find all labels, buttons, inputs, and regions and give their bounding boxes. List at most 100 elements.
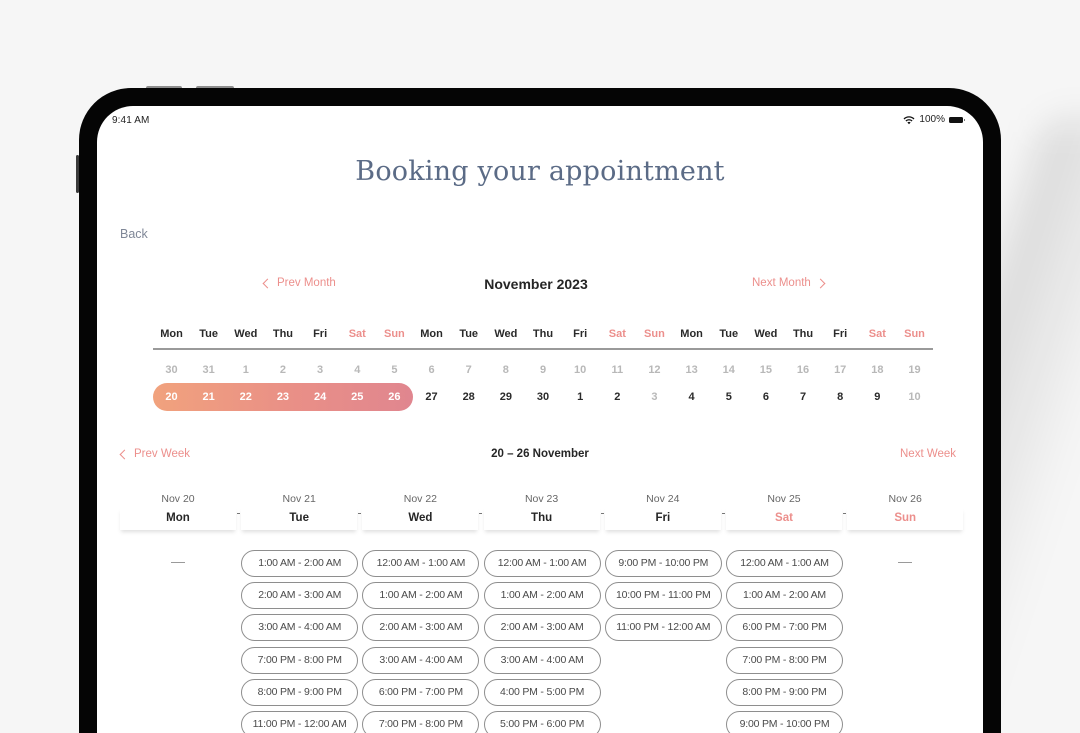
time-slot-button[interactable]: 1:00 AM - 2:00 AM (362, 582, 480, 610)
calendar-day-selected[interactable]: 24 (313, 391, 327, 403)
calendar-day[interactable]: 14 (722, 364, 735, 376)
calendar-day[interactable]: 17 (834, 364, 847, 376)
column-separator (237, 513, 240, 514)
time-slot-button[interactable]: 1:00 AM - 2:00 AM (726, 582, 843, 610)
calendar-day-selected[interactable]: 26 (388, 391, 401, 403)
calendar-day[interactable]: 7 (465, 364, 472, 376)
day-name-label: Thu (531, 512, 553, 524)
next-week-button[interactable]: Next Week (900, 448, 956, 460)
calendar-day[interactable]: 19 (908, 364, 921, 376)
weekday-label: Sun (644, 328, 665, 340)
column-separator (843, 513, 846, 514)
calendar-day[interactable]: 16 (796, 364, 810, 376)
calendar-day[interactable]: 5 (725, 391, 732, 403)
calendar-day[interactable]: 7 (799, 391, 807, 403)
next-month-button[interactable]: Next Month (752, 277, 826, 289)
next-week-label: Next Week (900, 448, 957, 460)
time-slot-button[interactable]: 7:00 PM - 8:00 PM (362, 711, 480, 733)
week-navigation: Prev Week 20 – 26 November Next Week (97, 447, 983, 463)
time-slot-button[interactable]: 8:00 PM - 9:00 PM (241, 678, 359, 706)
day-card[interactable]: Wed (362, 508, 479, 530)
day-card[interactable]: Sun (847, 508, 964, 530)
time-slot-button[interactable]: 7:00 PM - 8:00 PM (726, 646, 843, 674)
calendar-day[interactable]: 1 (242, 364, 249, 376)
current-month-label: November 2023 (484, 276, 588, 292)
calendar-day[interactable]: 11 (611, 364, 624, 376)
calendar-day[interactable]: 3 (651, 391, 658, 403)
day-column-header: Nov 23 Thu (483, 493, 600, 533)
time-slot-button[interactable]: 6:00 PM - 7:00 PM (726, 614, 843, 642)
day-card[interactable]: Mon (120, 508, 236, 530)
calendar-day[interactable]: 15 (759, 364, 773, 376)
calendar-day[interactable]: 29 (499, 391, 512, 403)
calendar-day[interactable]: 4 (354, 364, 361, 376)
calendar-day[interactable]: 6 (762, 391, 769, 403)
day-date-label: Nov 23 (524, 493, 559, 505)
calendar-day[interactable]: 8 (837, 391, 844, 403)
time-slot-button[interactable]: 3:00 AM - 4:00 AM (362, 646, 480, 674)
time-slot-button[interactable]: 4:00 PM - 5:00 PM (483, 678, 601, 706)
calendar-day[interactable]: 9 (539, 364, 547, 376)
time-slot-button[interactable]: 11:00 PM - 12:00 AM (241, 711, 359, 733)
time-slot-button[interactable]: 5:00 PM - 6:00 PM (483, 711, 601, 733)
calendar-day[interactable]: 31 (202, 364, 215, 376)
calendar-day-selected[interactable]: 23 (276, 391, 290, 403)
prev-week-button[interactable]: Prev Week (119, 448, 190, 460)
calendar-day[interactable]: 4 (688, 391, 695, 403)
day-name-label: Fri (655, 512, 671, 524)
calendar-day[interactable]: 30 (536, 391, 550, 403)
weekday-label: Tue (459, 328, 479, 340)
calendar-day[interactable]: 28 (462, 391, 475, 403)
calendar-day[interactable]: 5 (391, 364, 398, 376)
weekday-label: Tue (719, 328, 739, 340)
time-slot-button[interactable]: 9:00 PM - 10:00 PM (726, 711, 843, 733)
calendar-day[interactable]: 8 (502, 364, 509, 376)
time-slot-button[interactable]: 1:00 AM - 2:00 AM (241, 550, 359, 577)
day-card[interactable]: Fri (604, 508, 721, 530)
calendar-day[interactable]: 6 (428, 364, 435, 376)
calendar-day[interactable]: 10 (908, 391, 921, 403)
calendar-day[interactable]: 2 (614, 391, 621, 403)
calendar-day[interactable]: 9 (874, 391, 881, 403)
time-slot-button[interactable]: 12:00 AM - 1:00 AM (362, 550, 480, 577)
calendar-day[interactable]: 1 (577, 391, 584, 403)
weekday-label: Wed (494, 328, 518, 340)
calendar-day-selected[interactable]: 22 (239, 391, 252, 403)
time-slot-button[interactable]: 9:00 PM - 10:00 PM (604, 550, 722, 577)
time-slot-button[interactable]: 3:00 AM - 4:00 AM (241, 614, 359, 642)
time-slot-button[interactable]: 8:00 PM - 9:00 PM (726, 678, 843, 706)
calendar-row-1: 30 31 1 2 3 4 5 6 7 8 9 10 11 12 13 14 15 16 17 18 19 (153, 364, 933, 382)
page-title: Booking your appointment (355, 156, 725, 187)
calendar-day-selected[interactable]: 21 (202, 391, 215, 403)
time-slot-button[interactable]: 6:00 PM - 7:00 PM (362, 678, 480, 706)
back-button[interactable]: Back (120, 227, 148, 241)
calendar-day-selected[interactable]: 25 (351, 391, 364, 403)
time-slot-button[interactable]: 10:00 PM - 11:00 PM (604, 582, 722, 610)
day-card[interactable]: Tue (241, 508, 358, 530)
calendar-day[interactable]: 3 (317, 364, 324, 376)
prev-month-button[interactable]: Prev Month (262, 277, 336, 289)
time-slot-button[interactable]: 11:00 PM - 12:00 AM (604, 614, 722, 642)
calendar-day[interactable]: 12 (648, 364, 661, 376)
weekday-label: Fri (573, 328, 588, 340)
time-slot-button[interactable]: 2:00 AM - 3:00 AM (362, 614, 480, 642)
time-slot-button[interactable]: 3:00 AM - 4:00 AM (483, 646, 601, 674)
calendar-day[interactable]: 13 (685, 364, 698, 376)
time-slot-button[interactable]: 7:00 PM - 8:00 PM (241, 646, 359, 674)
calendar-day-selected[interactable]: 20 (165, 391, 178, 403)
calendar-day[interactable]: 10 (574, 364, 587, 376)
time-slot-button[interactable]: 1:00 AM - 2:00 AM (483, 582, 601, 610)
calendar-day[interactable]: 18 (871, 364, 884, 376)
selected-week-highlight (153, 383, 413, 411)
time-slot-button[interactable]: 12:00 AM - 1:00 AM (483, 550, 601, 577)
time-slot-button[interactable]: 2:00 AM - 3:00 AM (241, 582, 359, 610)
calendar-day[interactable]: 27 (425, 391, 438, 403)
calendar-day[interactable]: 2 (279, 364, 286, 376)
day-column-header: Nov 26 Sun (847, 493, 964, 533)
time-slot-button[interactable]: 2:00 AM - 3:00 AM (483, 614, 601, 642)
day-card[interactable]: Thu (483, 508, 600, 530)
calendar-day[interactable]: 30 (165, 364, 178, 376)
day-card[interactable]: Sat (726, 508, 842, 530)
time-slot-button[interactable]: 12:00 AM - 1:00 AM (726, 550, 843, 577)
week-day-headers: Nov 20 Mon Nov 21 Tue Nov 22 Wed Nov 23 Thu Nov … (120, 493, 964, 533)
